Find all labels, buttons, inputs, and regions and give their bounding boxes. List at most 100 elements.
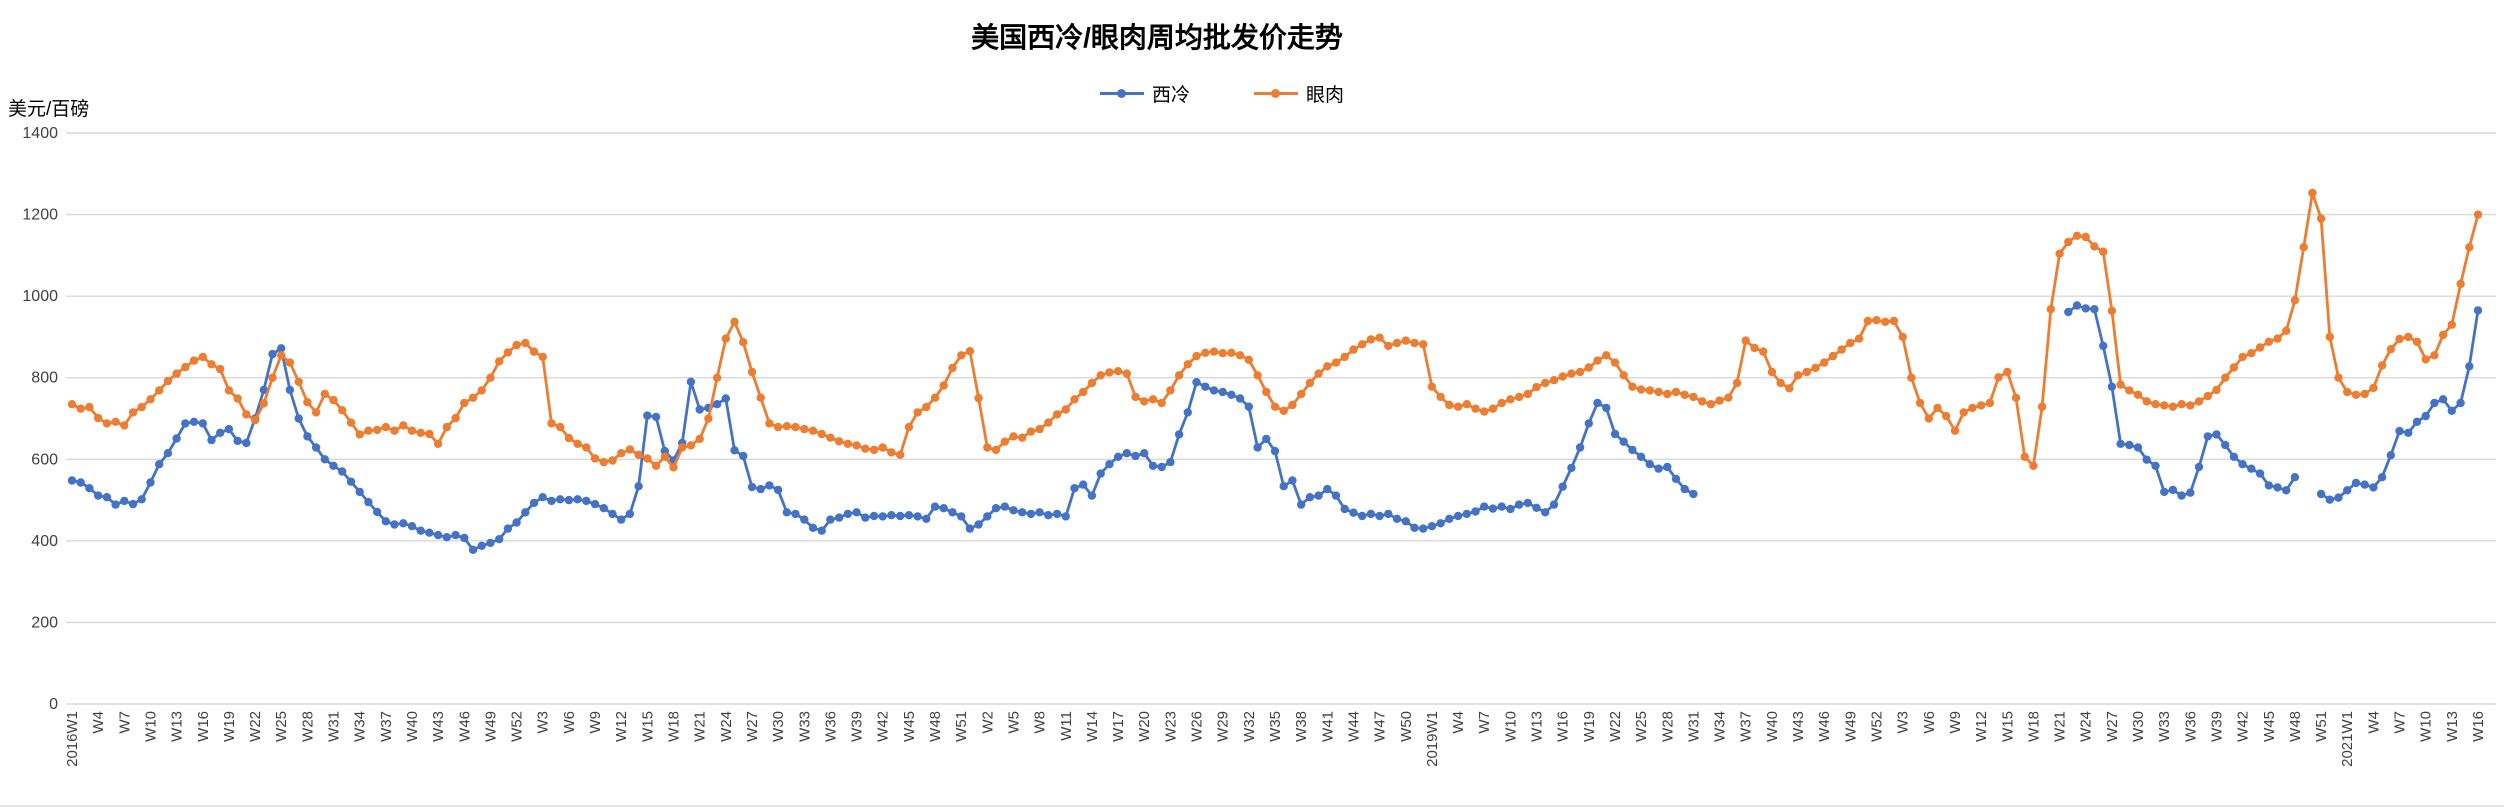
svg-text:W25: W25 [273, 711, 290, 742]
svg-text:W39: W39 [2209, 711, 2226, 742]
y-tick-labels: 0 200 400 600 800 1000 1200 1400 [22, 125, 58, 713]
svg-text:W48: W48 [927, 711, 944, 742]
svg-text:W19: W19 [221, 711, 238, 742]
svg-text:W30: W30 [2130, 711, 2147, 742]
svg-text:W6: W6 [561, 711, 578, 734]
x-tick-labels: 2016W1 W4 W7 W10 W13 W16 W19 W22 W25 W28 W31 W34 W37… [64, 711, 2487, 767]
svg-text:W50: W50 [1398, 711, 1415, 742]
svg-text:W3: W3 [1895, 711, 1912, 734]
svg-text:2021W1: 2021W1 [2339, 711, 2356, 767]
svg-text:W23: W23 [1162, 711, 1179, 742]
svg-text:1200: 1200 [22, 207, 58, 224]
svg-text:1000: 1000 [22, 288, 58, 305]
svg-text:W18: W18 [2025, 711, 2042, 742]
svg-text:W49: W49 [1842, 711, 1859, 742]
svg-text:W52: W52 [509, 711, 526, 742]
sirloin-line-marker-icon [1099, 88, 1144, 99]
svg-text:W27: W27 [744, 711, 761, 742]
svg-text:W27: W27 [2104, 711, 2121, 742]
svg-text:W38: W38 [1293, 711, 1310, 742]
svg-text:W40: W40 [1764, 711, 1781, 742]
svg-text:W36: W36 [822, 711, 839, 742]
svg-text:W36: W36 [2182, 711, 2199, 742]
svg-text:W37: W37 [1738, 711, 1755, 742]
svg-text:W51: W51 [953, 711, 970, 742]
svg-text:W13: W13 [169, 711, 186, 742]
svg-text:W5: W5 [1006, 711, 1023, 734]
svg-text:W16: W16 [1555, 711, 1572, 742]
svg-text:W8: W8 [1032, 711, 1049, 734]
ribeye-line-marker-icon [1254, 88, 1298, 99]
svg-text:W22: W22 [1607, 711, 1624, 742]
svg-text:W49: W49 [482, 711, 499, 742]
svg-text:W43: W43 [430, 711, 447, 742]
svg-text:W13: W13 [1529, 711, 1546, 742]
chart-title: 美国西冷/眼肉周均批发价走势 [971, 22, 1343, 53]
svg-text:W14: W14 [1084, 711, 1101, 742]
svg-text:W12: W12 [1973, 711, 1990, 742]
svg-text:W10: W10 [143, 711, 160, 742]
svg-text:W47: W47 [1372, 711, 1389, 742]
svg-text:W7: W7 [1476, 711, 1493, 734]
svg-text:W35: W35 [1267, 711, 1284, 742]
svg-text:W46: W46 [1816, 711, 1833, 742]
svg-text:200: 200 [31, 614, 58, 631]
svg-text:0: 0 [49, 696, 58, 713]
svg-text:W3: W3 [535, 711, 552, 734]
svg-text:W32: W32 [1241, 711, 1258, 742]
svg-text:W31: W31 [1685, 711, 1702, 742]
svg-text:W40: W40 [404, 711, 421, 742]
svg-text:W9: W9 [1947, 711, 1964, 734]
svg-text:2019W1: 2019W1 [1424, 711, 1441, 767]
series-line-西冷 [67, 301, 2483, 554]
svg-text:W28: W28 [1659, 711, 1676, 742]
y-axis-unit-label: 美元/百磅 [8, 99, 90, 120]
svg-text:W21: W21 [2052, 711, 2069, 742]
svg-text:W24: W24 [2078, 711, 2095, 742]
svg-text:W9: W9 [587, 711, 604, 734]
svg-text:W7: W7 [2392, 711, 2409, 734]
svg-text:W15: W15 [639, 711, 656, 742]
svg-text:2016W1: 2016W1 [64, 711, 81, 767]
svg-text:W21: W21 [692, 711, 709, 742]
svg-text:W48: W48 [2287, 711, 2304, 742]
svg-text:W44: W44 [1346, 711, 1363, 742]
svg-text:W31: W31 [326, 711, 343, 742]
svg-text:W22: W22 [247, 711, 264, 742]
svg-text:W42: W42 [2235, 711, 2252, 742]
svg-text:W52: W52 [1869, 711, 1886, 742]
svg-text:800: 800 [31, 370, 58, 387]
legend-item-sirloin[interactable]: 西冷 [1099, 80, 1190, 107]
svg-text:W45: W45 [2261, 711, 2278, 742]
svg-text:W51: W51 [2313, 711, 2330, 742]
svg-text:600: 600 [31, 451, 58, 468]
svg-text:W29: W29 [1215, 711, 1232, 742]
svg-text:W25: W25 [1633, 711, 1650, 742]
svg-text:W18: W18 [666, 711, 683, 742]
svg-text:W43: W43 [1790, 711, 1807, 742]
svg-text:W16: W16 [195, 711, 212, 742]
svg-text:W19: W19 [1581, 711, 1598, 742]
gridlines [66, 132, 2496, 705]
svg-text:W11: W11 [1058, 711, 1075, 741]
svg-text:W4: W4 [2365, 711, 2382, 734]
svg-text:W34: W34 [1712, 711, 1729, 742]
svg-text:W24: W24 [718, 711, 735, 742]
svg-text:W6: W6 [1921, 711, 1938, 734]
svg-text:W26: W26 [1189, 711, 1206, 742]
svg-text:W15: W15 [1999, 711, 2016, 742]
svg-text:W41: W41 [1319, 711, 1336, 742]
svg-text:W4: W4 [90, 711, 107, 734]
svg-text:W34: W34 [352, 711, 369, 742]
svg-text:W42: W42 [875, 711, 892, 742]
svg-text:W33: W33 [2156, 711, 2173, 742]
svg-text:W16: W16 [2470, 711, 2487, 742]
svg-text:400: 400 [31, 533, 58, 550]
legend-item-ribeye[interactable]: 眼肉 [1254, 80, 1344, 107]
legend: 西冷 眼肉 [1099, 80, 1344, 107]
svg-text:W28: W28 [299, 711, 316, 742]
svg-text:W33: W33 [796, 711, 813, 742]
series-line-眼肉 [67, 188, 2483, 472]
